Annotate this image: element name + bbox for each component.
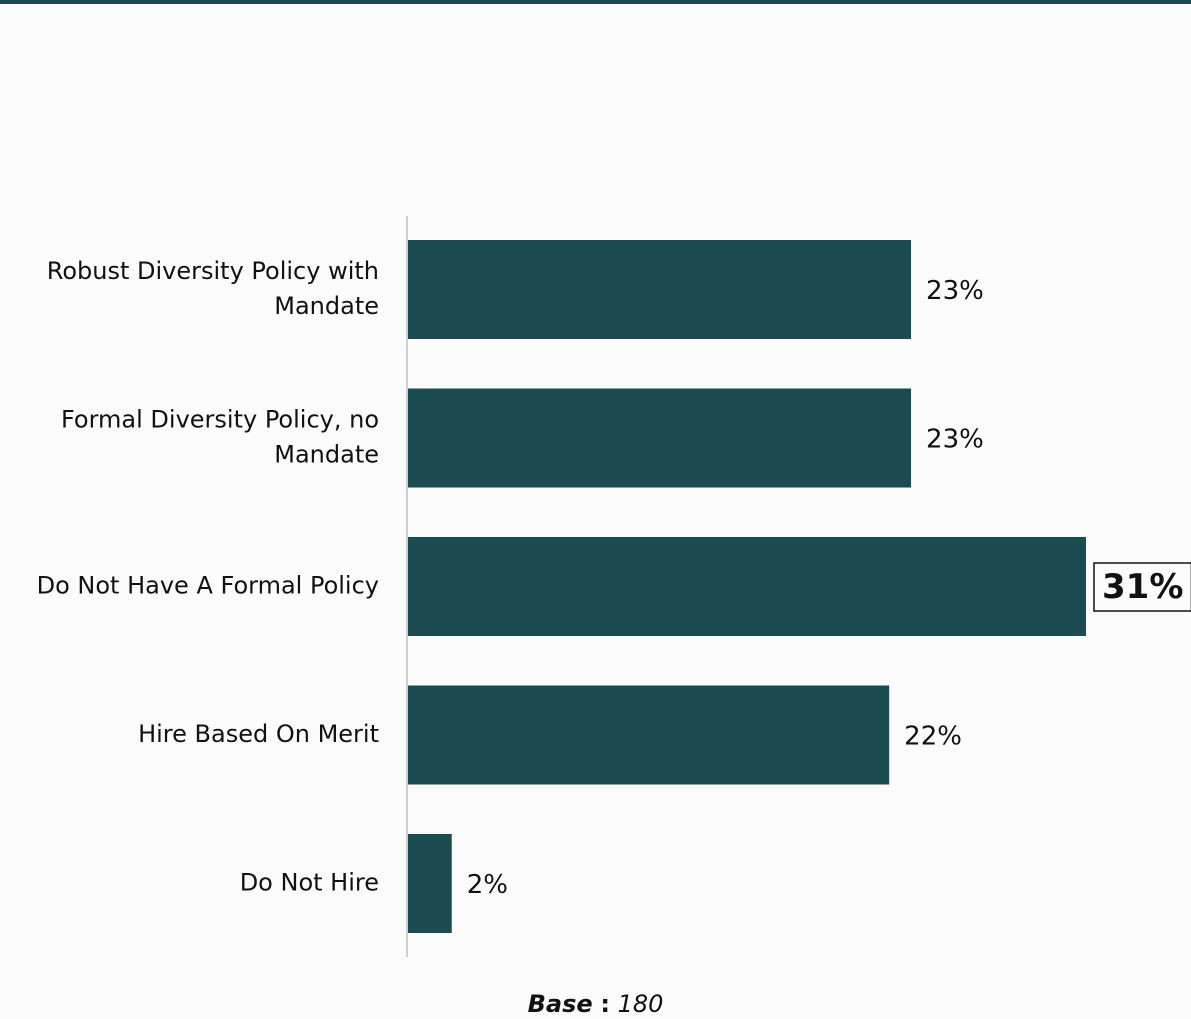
category-label: Hire Based On Merit xyxy=(138,720,379,748)
bar xyxy=(408,537,1086,636)
category-label: Do Not Hire xyxy=(240,869,379,897)
top-rule xyxy=(0,0,1191,4)
bar xyxy=(408,240,912,339)
base-label: Base xyxy=(527,990,593,1018)
base-separator: : xyxy=(600,990,610,1018)
category-label: Formal Diversity Policy, no Mandate xyxy=(61,406,379,469)
bar xyxy=(408,834,452,933)
bar xyxy=(408,388,912,488)
base-value: 180 xyxy=(617,990,664,1018)
data-label: 23% xyxy=(926,425,984,455)
base-note: Base : 180 xyxy=(0,990,1191,1018)
highlight-box xyxy=(1093,562,1191,612)
bar xyxy=(408,685,890,785)
data-label: 22% xyxy=(904,722,962,752)
data-label: 23% xyxy=(926,276,984,306)
category-label: Do Not Have A Formal Policy xyxy=(37,572,379,600)
category-label: Robust Diversity Policy with Mandate xyxy=(47,257,379,320)
data-label: 2% xyxy=(467,870,508,900)
bar-chart: Robust Diversity Policy with Mandate 23% Fo… xyxy=(37,216,1191,957)
data-label: 31% xyxy=(1102,567,1183,607)
